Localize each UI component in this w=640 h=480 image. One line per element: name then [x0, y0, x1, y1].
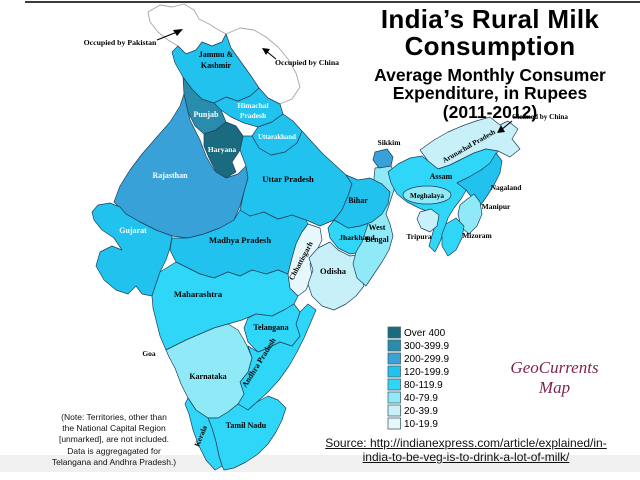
state-sikkim: [372, 148, 394, 169]
state-gujarat: [91, 202, 173, 297]
state-haryana: [203, 121, 244, 179]
footnote-line3: [unmarked], are not included.: [58, 434, 170, 445]
geocurrents-watermark: GeoCurrents Map: [492, 358, 617, 397]
label-himachal-2: Pradesh: [240, 111, 267, 120]
arrowhead-claimed-by-china: [497, 125, 505, 133]
arrow-occupied-by-pakistan: [156, 31, 178, 41]
legend-swatch-300-399: [387, 339, 401, 352]
label-assam: Assam: [430, 172, 453, 181]
state-bihar: [333, 174, 391, 229]
legend-swatch-120-199: [387, 365, 401, 378]
label-claimed-by-china: Claimed by China: [512, 113, 568, 121]
footnote-line2: the National Capital Region: [62, 423, 166, 434]
label-manipur: Manipur: [482, 202, 511, 211]
legend-swatch-200-299: [387, 352, 401, 365]
legend-swatch-20-39: [387, 404, 401, 417]
label-meghalaya: Meghalaya: [410, 192, 444, 200]
state-manipur: [457, 193, 483, 235]
source-citation: Source: http://indianexpress.com/article…: [298, 436, 634, 465]
label-odisha: Odisha: [320, 266, 347, 276]
label-madhya-pradesh: Madhya Pradesh: [209, 235, 271, 245]
label-maharashtra: Maharashtra: [174, 289, 223, 299]
legend-label-120-199: 120-199.9: [404, 367, 449, 378]
state-uttarakhand: [251, 113, 303, 156]
state-karnataka: [165, 323, 253, 419]
bottom-gray-band: [0, 455, 640, 472]
source-link-line1[interactable]: Source: http://indianexpress.com/article…: [325, 436, 607, 450]
label-karnataka: Karnataka: [189, 372, 226, 381]
legend-swatch-40-79: [387, 391, 401, 404]
label-uttarakhand: Uttarakhand: [258, 134, 296, 141]
footnote: (Note: Territories, other than the Natio…: [28, 412, 200, 468]
label-occupied-by-china: Occupied by China: [275, 58, 339, 67]
legend-label-20-39: 20-39.9: [404, 406, 438, 417]
legend-label-10-19: 10-19.9: [404, 419, 438, 430]
arrowhead-occupied-by-china: [262, 48, 270, 55]
map-title-line1: India’s Rural Milk: [380, 4, 600, 34]
label-occupied-by-pakistan: Occupied by Pakistan: [84, 38, 157, 47]
label-haryana: Haryana: [208, 145, 237, 154]
state-meghalaya: [402, 185, 452, 205]
watermark-line2: Map: [538, 377, 571, 397]
legend-label-80-119: 80-119.9: [404, 380, 443, 391]
state-tripura: [416, 208, 440, 233]
label-uttar-pradesh: Uttar Pradesh: [262, 174, 314, 184]
label-jammu-kashmir: Jammu &: [199, 50, 234, 59]
label-jammu-kashmir-2: Kashmir: [201, 61, 232, 70]
label-bihar: Bihar: [348, 196, 368, 205]
label-rajasthan: Rajasthan: [152, 171, 188, 180]
label-punjab: Punjab: [194, 110, 219, 119]
label-jharkhand: Jharkhand: [339, 233, 375, 242]
state-jammu-kashmir: [171, 33, 260, 104]
state-kerala: [184, 397, 223, 471]
legend-label-200-299: 200-299.9: [404, 354, 449, 365]
map-subtitle-line3: (2011-2012): [442, 102, 538, 123]
legend-swatch-10-19: [387, 417, 401, 430]
map-subtitle-line2: Expenditure, in Rupees: [392, 83, 588, 104]
watermark-line1: GeoCurrents: [510, 358, 599, 377]
source-link-line2[interactable]: india-to-be-veg-is-to-drink-a-lot-of-mil…: [362, 450, 570, 465]
label-goa: Goa: [142, 349, 156, 358]
legend-label-40-79: 40-79.9: [404, 393, 438, 404]
footnote-line1: (Note: Territories, other than: [61, 412, 167, 422]
footnote-line5: Telangana and Andhra Pradesh.): [51, 456, 177, 467]
legend-label-over-400: Over 400: [404, 328, 446, 339]
label-west-bengal: West: [369, 223, 386, 232]
footnote-line4: Data is aggregagated for: [67, 445, 161, 456]
legend-swatch-80-119: [387, 378, 401, 391]
title-block: India’s Rural Milk Consumption Average M…: [340, 4, 640, 123]
legend-swatch-over-400: [387, 326, 401, 339]
label-west-bengal-2: Bengal: [365, 235, 389, 244]
label-himachal: Himachal: [237, 101, 268, 110]
legend-label-300-399: 300-399.9: [404, 341, 449, 352]
top-border-line: [25, 1, 640, 3]
state-mizoram: [441, 217, 465, 257]
label-gujarat: Gujarat: [119, 226, 147, 235]
label-nagaland: Nagaland: [491, 183, 523, 192]
label-telangana: Telangana: [253, 323, 288, 332]
legend: Over 400 300-399.9 200-299.9 120-199.9 8…: [387, 326, 449, 430]
state-telangana: [243, 303, 301, 353]
map-title-line2: Consumption: [404, 31, 576, 62]
map-subtitle-line1: Average Monthly Consumer: [374, 64, 606, 85]
label-sikkim: Sikkim: [378, 138, 402, 147]
arrowhead-occupied-by-pakistan: [173, 29, 183, 36]
label-mizoram: Mizoram: [462, 231, 492, 240]
state-chhattisgarh: [287, 223, 323, 297]
label-tamil-nadu: Tamil Nadu: [226, 421, 267, 430]
label-tripura: Tripura: [406, 232, 432, 241]
